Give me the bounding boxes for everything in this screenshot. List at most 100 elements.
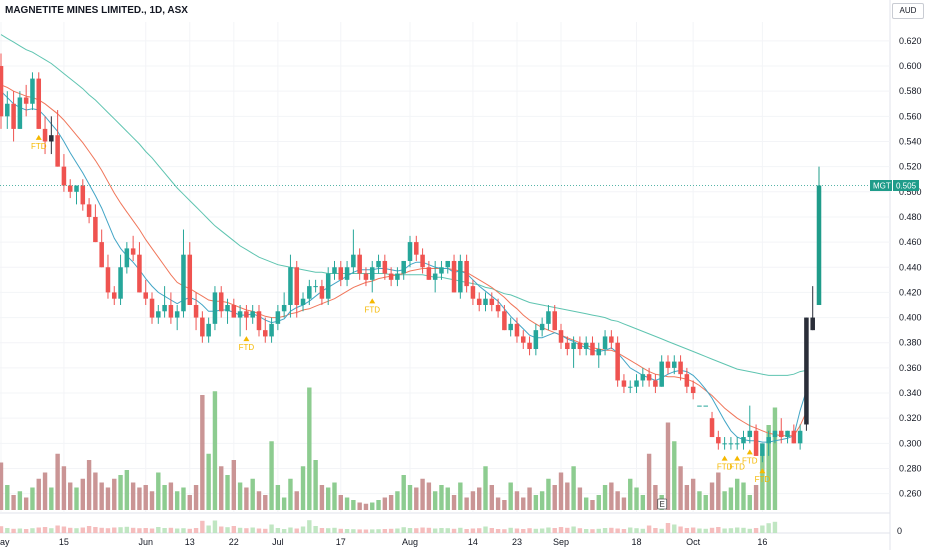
volume-sub-bar (307, 520, 312, 533)
candle-body (288, 267, 293, 305)
volume-bar (546, 478, 551, 510)
y-tick-label: 0.460 (899, 237, 922, 247)
candle-body (319, 286, 325, 299)
candle-body (263, 330, 268, 337)
y-tick-label: 0.280 (899, 463, 922, 473)
candle-body (753, 430, 759, 456)
volume-sub-bar (766, 523, 771, 533)
x-tick-label: 14 (468, 537, 478, 547)
volume-bar (263, 495, 268, 510)
y-tick-label: 0.440 (899, 262, 922, 272)
candle-body (49, 135, 54, 142)
x-tick-label: May (0, 537, 10, 547)
y-tick-label: 0.560 (899, 111, 922, 121)
candle-body (225, 304, 230, 312)
candle-body (458, 260, 463, 293)
candle-body (552, 311, 557, 331)
volume-sub-bar (558, 527, 564, 533)
ftd-marker-icon (746, 449, 753, 455)
volume-sub-bar (583, 529, 589, 533)
ftd-marker-icon (369, 298, 376, 304)
candle-body (193, 304, 199, 318)
candle-body (67, 185, 73, 192)
candle-body (111, 292, 117, 299)
x-tick-label: 17 (336, 537, 346, 547)
candle-body (344, 267, 350, 280)
volume-bar (489, 485, 495, 510)
volume-bar (36, 478, 41, 510)
volume-sub-bar (149, 528, 155, 533)
volume-bar (212, 391, 218, 510)
volume-sub-bar (256, 528, 262, 533)
candle-body (640, 374, 646, 381)
volume-sub-bar (357, 529, 362, 533)
candle-body (514, 323, 520, 337)
volume-sub-bar (546, 527, 551, 533)
volume-sub-bar (458, 527, 463, 533)
volume-sub-bar (351, 529, 356, 533)
volume-bar (508, 482, 513, 510)
currency-selector[interactable]: AUD (892, 3, 924, 19)
volume-bar (596, 495, 601, 510)
volume-bar (357, 502, 362, 510)
volume-bar (728, 487, 734, 510)
volume-bar (225, 475, 230, 510)
volume-sub-bar (483, 526, 488, 533)
volume-bar (17, 491, 23, 510)
candle-body (137, 254, 142, 293)
candle-body (577, 342, 583, 350)
volume-bar (678, 466, 683, 510)
candle-body (565, 342, 570, 350)
candle-body (376, 260, 381, 268)
volume-sub-bar (376, 529, 381, 533)
candle-body (684, 374, 690, 387)
candle-body (734, 443, 740, 445)
volume-bar (206, 453, 211, 510)
candle-body (722, 443, 727, 445)
volume-sub-bar (80, 527, 86, 533)
y-tick-label: 0.500 (899, 187, 922, 197)
volume-sub-bar (646, 525, 652, 533)
volume-sub-bar (741, 527, 746, 533)
volume-bar (407, 485, 413, 510)
candle-body (797, 430, 803, 444)
volume-bar (558, 472, 564, 510)
y-tick-label: 0.360 (899, 363, 922, 373)
volume-bar (23, 497, 29, 510)
candle-body (672, 361, 677, 368)
volume-bar (747, 495, 752, 510)
volume-bar (300, 466, 306, 510)
volume-sub-bar (206, 525, 211, 533)
candle-body (80, 185, 86, 205)
volume-bar (112, 478, 117, 510)
y-tick-label: 0.340 (899, 388, 922, 398)
volume-sub-bar (722, 528, 727, 533)
candle-body (571, 342, 576, 350)
candle-body (772, 430, 778, 438)
candle-body (709, 418, 715, 438)
volume-sub-bar (193, 528, 199, 533)
volume-sub-bar (5, 528, 10, 533)
candle-body (395, 273, 400, 280)
candle-body (716, 437, 721, 444)
volume-sub-bar (684, 528, 690, 533)
volume-sub-bar (527, 528, 532, 533)
candle-body (0, 66, 4, 117)
volume-sub-bar (124, 526, 130, 533)
candle-body (250, 311, 255, 318)
volume-bar (552, 485, 557, 510)
candle-body (42, 128, 48, 142)
volume-sub-bar (445, 528, 450, 533)
volume-bar (634, 487, 639, 510)
volume-bar (105, 487, 111, 510)
volume-sub-bar (690, 527, 696, 533)
volume-bar (583, 497, 589, 510)
candle-body (74, 185, 79, 192)
volume-bar (672, 441, 677, 510)
candle-body (590, 342, 595, 356)
volume-sub-bar (325, 528, 331, 533)
candle-body (325, 273, 331, 299)
volume-sub-bar (0, 526, 4, 533)
volume-sub-bar (571, 526, 576, 533)
earnings-label: E (660, 500, 665, 509)
